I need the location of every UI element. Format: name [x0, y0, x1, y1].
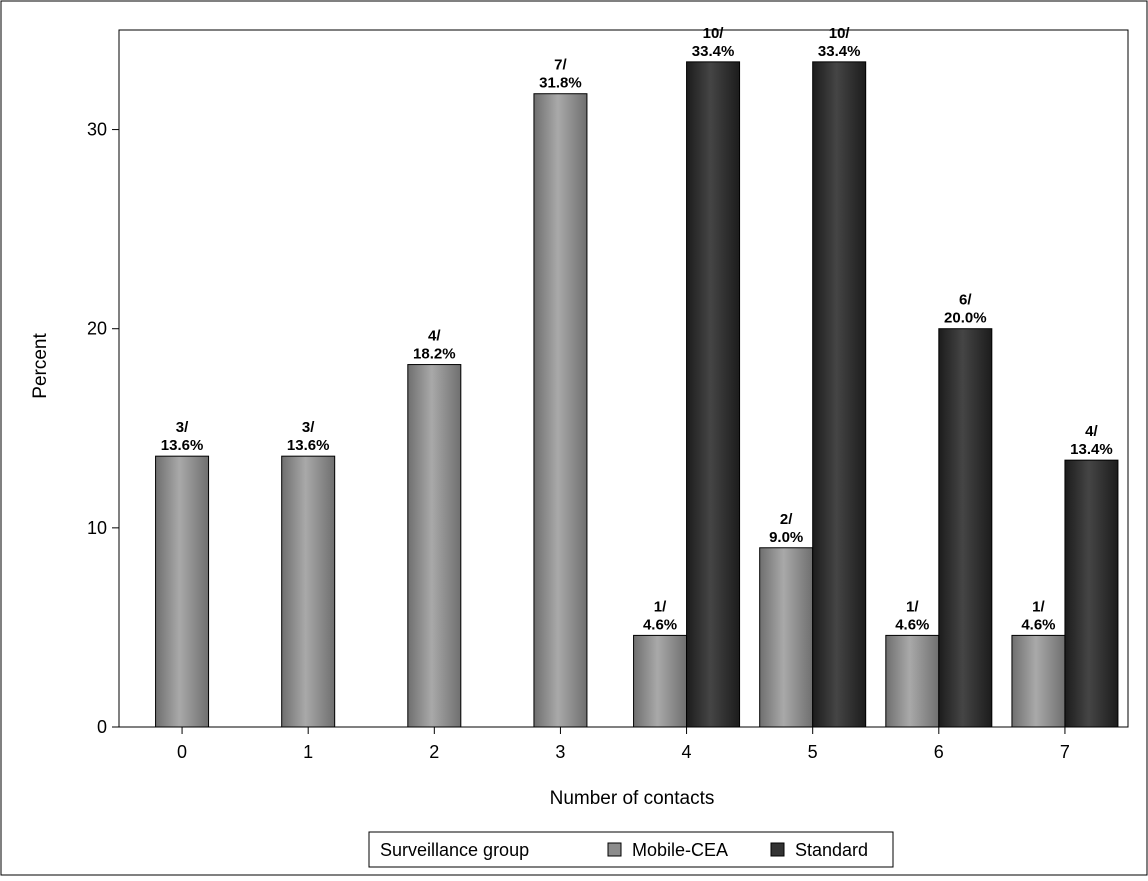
bar-mobile-cea [533, 93, 588, 728]
y-tick-label: 0 [97, 717, 107, 737]
data-label-percent: 13.4% [1070, 441, 1113, 458]
data-label-percent: 31.8% [539, 75, 582, 92]
data-label-percent: 13.6% [287, 437, 330, 454]
legend-entry: Standard [795, 840, 868, 860]
data-label-percent: 20.0% [944, 310, 987, 327]
x-axis-title: Number of contacts [550, 788, 715, 809]
x-tick-label: 2 [429, 742, 439, 762]
data-label-percent: 4.6% [1021, 616, 1055, 633]
data-label-count: 4/ [1085, 423, 1098, 440]
data-label-count: 10/ [703, 25, 725, 42]
legend-entry: Mobile-CEA [632, 840, 728, 860]
y-axis-title: Percent [30, 333, 51, 399]
y-tick-label: 30 [87, 120, 107, 140]
x-tick-label: 4 [682, 742, 692, 762]
data-label-count: 3/ [176, 419, 189, 436]
bar-mobile-cea [885, 634, 940, 728]
y-tick-label: 20 [87, 319, 107, 339]
plot-area [118, 29, 1129, 728]
data-label-percent: 13.6% [161, 437, 204, 454]
legend-swatch [607, 842, 622, 857]
legend-box [368, 831, 894, 868]
x-tick-label: 7 [1060, 742, 1070, 762]
bar-standard [812, 61, 867, 728]
bar-standard [938, 328, 993, 728]
x-tick-label: 6 [934, 742, 944, 762]
data-label-percent: 4.6% [643, 616, 677, 633]
bar-standard [686, 61, 741, 728]
y-tick-label: 10 [87, 518, 107, 538]
data-label-count: 1/ [1032, 598, 1045, 615]
legend-swatch [770, 842, 785, 857]
bar-standard [1064, 459, 1119, 728]
bar-mobile-cea [633, 634, 688, 728]
legend: Surveillance group Mobile-CEA Standard [368, 831, 894, 868]
data-label-count: 1/ [654, 598, 667, 615]
x-tick-label: 1 [303, 742, 313, 762]
x-tick-label: 5 [808, 742, 818, 762]
data-label-count: 10/ [829, 25, 851, 42]
x-tick-label: 0 [177, 742, 187, 762]
bar-mobile-cea [407, 364, 462, 728]
data-label-count: 2/ [780, 511, 793, 528]
data-label-count: 4/ [428, 328, 441, 345]
data-label-count: 7/ [554, 57, 567, 74]
data-label-count: 1/ [906, 598, 919, 615]
data-label-percent: 4.6% [895, 616, 929, 633]
bar-mobile-cea [155, 455, 210, 728]
data-label-percent: 33.4% [818, 43, 861, 60]
data-label-count: 6/ [959, 292, 972, 309]
legend-title: Surveillance group [380, 840, 529, 860]
bar-mobile-cea [759, 547, 814, 728]
data-label-percent: 33.4% [692, 43, 735, 60]
data-label-percent: 9.0% [769, 529, 803, 546]
x-tick-label: 3 [555, 742, 565, 762]
data-label-percent: 18.2% [413, 346, 456, 363]
data-label-count: 3/ [302, 419, 315, 436]
bar-mobile-cea [1011, 634, 1066, 728]
bar-mobile-cea [281, 455, 336, 728]
